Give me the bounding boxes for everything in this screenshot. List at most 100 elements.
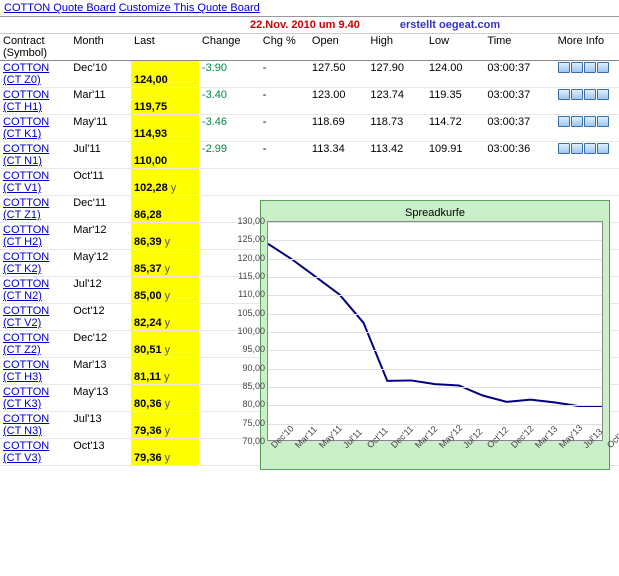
info-icon[interactable] <box>571 143 583 154</box>
low-cell <box>426 169 485 196</box>
symbol-link[interactable]: COTTON <box>3 224 49 236</box>
info-icon[interactable] <box>571 62 583 73</box>
info-icon[interactable] <box>571 89 583 100</box>
month-cell: Mar'11 <box>70 88 131 115</box>
last-cell: 86,39 y <box>131 223 199 250</box>
low-cell: 114.72 <box>426 115 485 142</box>
y-tick-label: 70,00 <box>242 436 265 446</box>
y-tick-label: 90,00 <box>242 363 265 373</box>
symbol-code-link[interactable]: (CT N3) <box>3 425 42 437</box>
info-icon[interactable] <box>584 62 596 73</box>
last-cell: 80,51 y <box>131 331 199 358</box>
symbol-link[interactable]: COTTON <box>3 386 49 398</box>
info-icon[interactable] <box>558 116 570 127</box>
customize-link[interactable]: Customize This Quote Board <box>119 2 260 14</box>
y-tick-label: 80,00 <box>242 399 265 409</box>
title-link[interactable]: COTTON Quote Board <box>4 2 116 14</box>
symbol-link[interactable]: COTTON <box>3 197 49 209</box>
symbol-code-link[interactable]: (CT N1) <box>3 155 42 167</box>
high-cell: 127.90 <box>367 61 426 88</box>
change-cell: -3.46 <box>199 115 260 142</box>
last-cell: 114,93 <box>131 115 199 142</box>
col-time: Time <box>484 34 554 61</box>
symbol-code-link[interactable]: (CT V2) <box>3 317 41 329</box>
month-cell: Dec'11 <box>70 196 131 223</box>
symbol-link[interactable]: COTTON <box>3 305 49 317</box>
high-cell: 118.73 <box>367 115 426 142</box>
info-icon[interactable] <box>558 89 570 100</box>
time-cell: 03:00:36 <box>484 142 554 169</box>
symbol-link[interactable]: COTTON <box>3 278 49 290</box>
symbol-code-link[interactable]: (CT K3) <box>3 398 41 410</box>
symbol-code-link[interactable]: (CT K2) <box>3 263 41 275</box>
symbol-link[interactable]: COTTON <box>3 251 49 263</box>
header-bar: COTTON Quote Board Customize This Quote … <box>0 0 619 17</box>
col-last: Last <box>131 34 199 61</box>
symbol-code-link[interactable]: (CT Z2) <box>3 344 41 356</box>
time-cell: 03:00:37 <box>484 61 554 88</box>
symbol-link[interactable]: COTTON <box>3 62 49 74</box>
symbol-link[interactable]: COTTON <box>3 143 49 155</box>
symbol-code-link[interactable]: (CT H1) <box>3 101 42 113</box>
change-cell: -3.40 <box>199 88 260 115</box>
info-icon[interactable] <box>597 116 609 127</box>
symbol-link[interactable]: COTTON <box>3 413 49 425</box>
high-cell <box>367 169 426 196</box>
y-tick-label: 100,00 <box>237 326 265 336</box>
dateline: 22.Nov. 2010 um 9.40 erstellt oegeat.com <box>0 17 619 34</box>
col-change: Change <box>199 34 260 61</box>
symbol-code-link[interactable]: (CT K1) <box>3 128 41 140</box>
last-cell: 124,00 <box>131 61 199 88</box>
symbol-code-link[interactable]: (CT V3) <box>3 452 41 464</box>
info-icon[interactable] <box>584 143 596 154</box>
spread-chart: Spreadkurfe 130,00125,00120,00115,00110,… <box>260 200 610 470</box>
symbol-code-link[interactable]: (CT H3) <box>3 371 42 383</box>
header-row: Contract (Symbol) Month Last Change Chg … <box>0 34 619 61</box>
symbol-code-link[interactable]: (CT V1) <box>3 182 41 194</box>
y-tick-label: 105,00 <box>237 308 265 318</box>
info-icon[interactable] <box>597 143 609 154</box>
last-cell: 85,37 y <box>131 250 199 277</box>
month-cell: May'12 <box>70 250 131 277</box>
symbol-code-link[interactable]: (CT Z0) <box>3 74 41 86</box>
month-cell: Jul'11 <box>70 142 131 169</box>
y-tick-label: 95,00 <box>242 344 265 354</box>
info-icon[interactable] <box>584 89 596 100</box>
symbol-link[interactable]: COTTON <box>3 170 49 182</box>
y-tick-label: 110,00 <box>238 289 265 299</box>
source-label: erstellt oegeat.com <box>400 19 500 31</box>
info-icon[interactable] <box>558 143 570 154</box>
info-icon[interactable] <box>558 62 570 73</box>
info-icon[interactable] <box>571 116 583 127</box>
month-cell: May'11 <box>70 115 131 142</box>
y-tick-label: 120,00 <box>237 253 265 263</box>
symbol-link[interactable]: COTTON <box>3 359 49 371</box>
open-cell <box>309 169 368 196</box>
month-cell: Oct'13 <box>70 439 131 466</box>
time-cell: 03:00:37 <box>484 88 554 115</box>
info-cell <box>555 61 619 88</box>
info-cell <box>555 169 619 196</box>
info-icon[interactable] <box>597 89 609 100</box>
month-cell: Jul'13 <box>70 412 131 439</box>
symbol-code-link[interactable]: (CT H2) <box>3 236 42 248</box>
chart-plot <box>267 221 603 441</box>
open-cell: 113.34 <box>309 142 368 169</box>
symbol-code-link[interactable]: (CT Z1) <box>3 209 41 221</box>
open-cell: 123.00 <box>309 88 368 115</box>
info-icon[interactable] <box>597 62 609 73</box>
symbol-code-link[interactable]: (CT N2) <box>3 290 42 302</box>
info-icon[interactable] <box>584 116 596 127</box>
symbol-link[interactable]: COTTON <box>3 89 49 101</box>
high-cell: 123.74 <box>367 88 426 115</box>
symbol-link[interactable]: COTTON <box>3 116 49 128</box>
symbol-link[interactable]: COTTON <box>3 440 49 452</box>
high-cell: 113.42 <box>367 142 426 169</box>
low-cell: 124.00 <box>426 61 485 88</box>
last-cell: 85,00 y <box>131 277 199 304</box>
last-cell: 102,28 y <box>131 169 199 196</box>
open-cell: 127.50 <box>309 61 368 88</box>
y-tick-label: 130,00 <box>237 216 265 226</box>
month-cell: Dec'10 <box>70 61 131 88</box>
symbol-link[interactable]: COTTON <box>3 332 49 344</box>
